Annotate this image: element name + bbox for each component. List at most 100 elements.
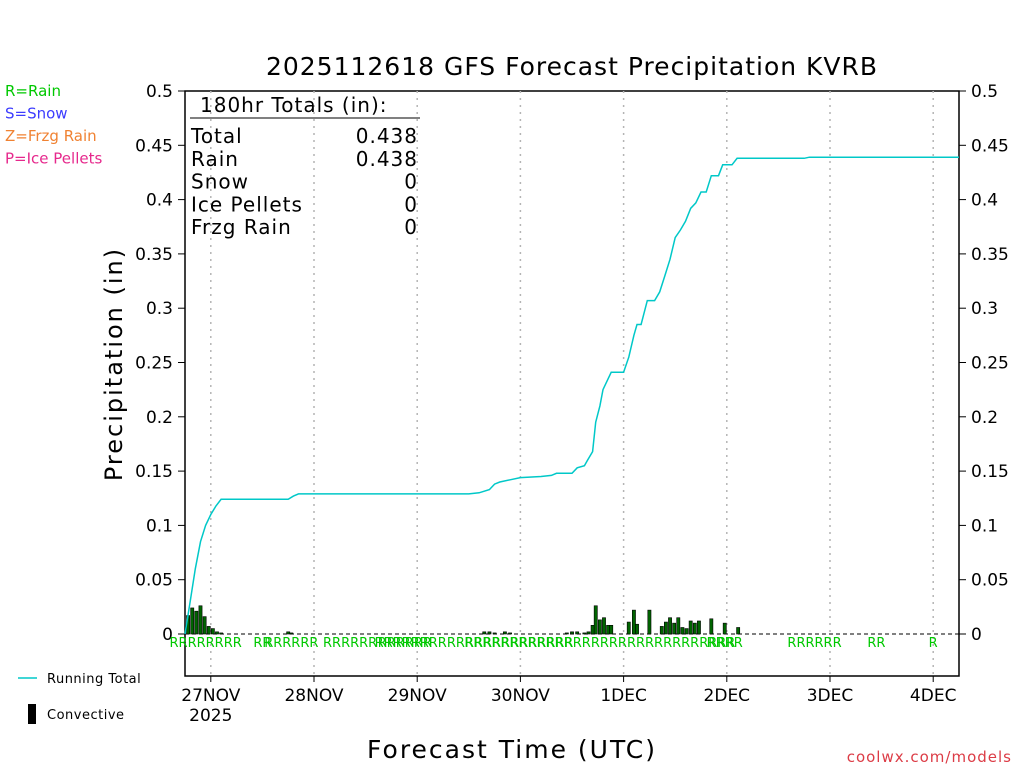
y-tick-label-right: 0.35 — [971, 245, 1009, 265]
chart-title: 2025112618 GFS Forecast Precipitation KV… — [266, 52, 878, 81]
rain-marker: RRRRRRRRRRRRRRRRRRRRRR — [375, 636, 574, 651]
convective-bar — [597, 619, 602, 635]
convective-bar — [632, 609, 636, 635]
convective-bar — [688, 620, 693, 635]
totals-value: 0.438 — [356, 124, 418, 148]
convective-bar — [736, 627, 741, 635]
y-tick-label-right: 0.5 — [971, 82, 998, 102]
x-tick-label: 29NOV — [388, 686, 447, 706]
convective-bar — [722, 622, 727, 635]
totals-label: Total — [190, 124, 243, 148]
rain-marker: RR — [867, 636, 885, 651]
convective-bar — [676, 617, 681, 635]
convective-bar — [564, 632, 569, 635]
y-tick-label-left: 0.3 — [146, 299, 173, 319]
convective-bar — [664, 621, 668, 635]
y-tick-label-right: 0.45 — [971, 136, 1009, 156]
convective-bar — [190, 607, 195, 635]
totals-value: 0 — [404, 192, 418, 216]
convective-bar — [593, 605, 598, 635]
convective-bar — [606, 625, 611, 635]
totals-header: 180hr Totals (in): — [200, 93, 388, 117]
y-tick-label-left: 0.45 — [135, 136, 173, 156]
convective-bar — [626, 621, 631, 635]
rain-marker: RRRRRR — [378, 636, 432, 651]
x-tick-label: 28NOV — [284, 686, 343, 706]
convective-bar — [590, 625, 595, 635]
convective-bar — [609, 625, 614, 635]
plot-frame — [184, 90, 960, 677]
y-tick-label-right: 0.3 — [971, 299, 998, 319]
x-tick-label: 1DEC — [600, 686, 647, 706]
convective-bar — [659, 626, 664, 635]
convective-bar — [210, 628, 215, 635]
rain-markers: RRRRRRRR RRRRRRRR RRRRRR RRRRRRRRRRRRRRRRRR… — [170, 636, 938, 651]
convective-bar — [215, 631, 219, 635]
y-tick-label-left: 0.1 — [146, 516, 173, 536]
convective-bar — [202, 616, 207, 635]
series-legend: Running Total Convective — [18, 672, 141, 724]
totals-label: Frzg Rain — [191, 215, 292, 239]
convective-bar — [582, 632, 587, 635]
convective-bar — [482, 631, 487, 635]
y-tick-label-right: 0.15 — [971, 462, 1009, 482]
y-tick-label-right: 0.1 — [971, 516, 998, 536]
rain-marker: RRRRRR — [787, 636, 841, 651]
rain-marker: RRRRRRRRRRRRRRRRRRRRRRRRRRRRRR — [464, 636, 735, 651]
y-tick-label-right: 0.2 — [971, 408, 998, 428]
type-legend-item: P=Ice Pellets — [5, 150, 102, 168]
rain-marker: RRRRRR — [264, 636, 318, 651]
x-axis-label: Forecast Time (UTC) — [367, 735, 657, 764]
y-tick-label-right: 0.25 — [971, 354, 1009, 374]
y-axis-label: Precipitation (in) — [100, 247, 128, 481]
y-tick-label-right: 0 — [971, 625, 982, 645]
totals-box: 180hr Totals (in): Total 0.438 Rain 0.438 Sn… — [190, 93, 420, 239]
y-tick-label-right: 0.05 — [971, 571, 1009, 591]
y-tick-label-left: 0.4 — [146, 191, 173, 211]
type-legend-item: S=Snow — [5, 105, 68, 123]
x-gridlines — [210, 91, 934, 676]
totals-value: 0 — [404, 215, 418, 239]
running-total-line — [184, 156, 959, 635]
legend-label: Running Total — [47, 672, 141, 687]
convective-bar — [289, 632, 294, 635]
convective-bar — [672, 622, 677, 635]
y-tick-label-left: 0.15 — [135, 462, 173, 482]
x-tick-label: 27NOV — [181, 686, 240, 706]
convective-bar — [508, 632, 512, 635]
totals-label: Ice Pellets — [191, 192, 303, 216]
y-tick-label-right: 0.4 — [971, 191, 998, 211]
rain-marker: RRRRRR — [323, 636, 377, 651]
y-tick-label-left: 0.25 — [135, 354, 173, 374]
convective-bar — [206, 626, 211, 635]
x-tick-label: 4DEC — [910, 686, 957, 706]
y-axis: 0 00.05 0.050.1 0.10.15 0.150.2 0.20.25 0.250.… — [135, 82, 1009, 645]
x-tick-label: 3DEC — [807, 686, 854, 706]
legend-label: Convective — [47, 708, 125, 723]
precip-type-legend: R=Rain S=Snow Z=Frzg Rain P=Ice Pellets — [5, 82, 102, 168]
convective-bar — [602, 617, 606, 635]
convective-bar — [668, 617, 672, 635]
y-tick-label-left: 0.35 — [135, 245, 173, 265]
convective-bar — [570, 631, 574, 635]
y-tick-label-left: 0.2 — [146, 408, 173, 428]
convective-bar — [647, 609, 652, 635]
x-tick-sublabel: 2025 — [189, 706, 232, 726]
totals-label: Snow — [191, 170, 249, 194]
y-tick-label-left: 0.5 — [146, 82, 173, 102]
totals-value: 0.438 — [356, 147, 418, 171]
convective-bar — [575, 631, 580, 635]
convective-bar — [680, 627, 685, 635]
convective-bar — [219, 632, 224, 635]
credit-text: coolwx.com/models — [847, 748, 1012, 766]
convective-bar — [286, 631, 291, 635]
convective-bar — [487, 631, 492, 635]
convective-bar — [492, 632, 497, 635]
convective-bar — [692, 622, 697, 635]
totals-label: Rain — [191, 147, 239, 171]
convective-bar — [709, 618, 714, 635]
rain-marker: RR — [253, 636, 271, 651]
x-tick-label: 2DEC — [704, 686, 751, 706]
convective-bar — [198, 605, 203, 635]
